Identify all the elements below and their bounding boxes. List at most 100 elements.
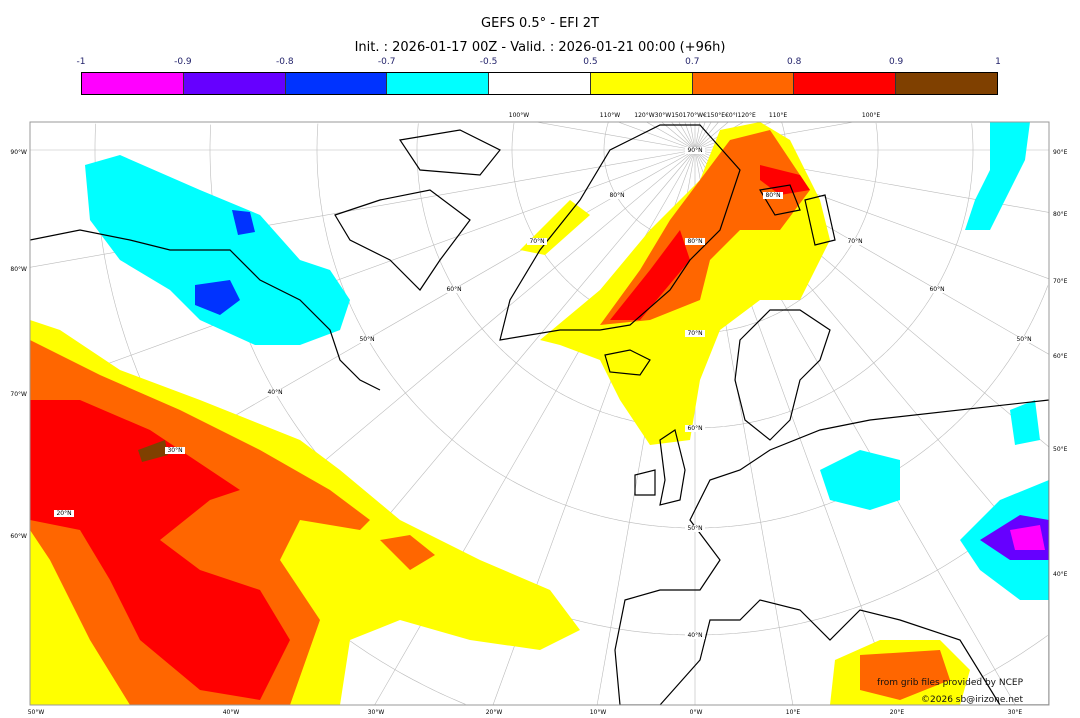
label-background [685, 525, 705, 532]
graticule-label: 100°W [509, 112, 529, 119]
label-background [265, 389, 285, 396]
graticule-label: 60°E [1053, 353, 1068, 360]
meridian-line [694, 122, 729, 151]
graticule-label: 60°N [446, 286, 461, 293]
graticule-label: 90°W [10, 149, 27, 156]
meridian-line [694, 122, 719, 151]
graticule-label: 20°E [890, 709, 905, 716]
britain-coast [659, 429, 686, 506]
baffin-island-coast [334, 189, 471, 291]
graticule-label: 80°N [609, 192, 624, 199]
label-background [845, 238, 865, 245]
graticule-label: 100°E [862, 112, 880, 119]
graticule-label: 50°N [359, 336, 374, 343]
label-background [685, 147, 705, 154]
graticule-label: 80°E [1053, 211, 1068, 218]
graticule-label: 50°W [28, 709, 45, 716]
graticule-label: 0°W [690, 709, 703, 716]
graticule-label: 40°N [687, 632, 702, 639]
colorbar-tick: 0.9 [888, 57, 904, 67]
meridian-line [646, 122, 696, 151]
meridian-line [694, 122, 701, 151]
label-background [763, 192, 783, 199]
meridian-line [30, 149, 696, 393]
blue-region-canada-2 [232, 210, 255, 235]
novaya-zemlya-coast [804, 194, 836, 246]
map-title: GEFS 0.5° - EFI 2T [481, 16, 599, 31]
graticule-label: 60°W [10, 533, 27, 540]
colorbar-tick: -0.5 [479, 57, 498, 67]
arctic-island-coast [398, 129, 501, 176]
graticule-label: 120°W30°W150170°W€150°E€0°I120°E [634, 112, 756, 119]
graticule-label: 70°N [529, 238, 544, 245]
credit-source: from grib files provided by NCEP [877, 678, 1024, 688]
cyan-region-ne [965, 122, 1030, 230]
north-america-coast [30, 229, 381, 391]
label-background [527, 238, 547, 245]
graticule-label: 50°N [1016, 336, 1031, 343]
cyan-region-europe [820, 450, 900, 510]
colorbar-tick: -0.7 [377, 57, 396, 67]
greenland-coast [499, 124, 741, 341]
label-background [685, 238, 705, 245]
label-background [357, 336, 377, 343]
colorbar-tick: 0.7 [685, 57, 700, 67]
graticule-label: 30°W [368, 709, 385, 716]
label-background [685, 632, 705, 639]
red-region-greenland [610, 230, 690, 320]
orange-region-turkey [860, 650, 950, 700]
meridian-line [689, 122, 696, 151]
label-background [927, 286, 947, 293]
graticule-label: 70°N [847, 238, 862, 245]
meridian-line [678, 122, 696, 151]
colorbar-tick: 1 [995, 57, 1001, 67]
graticule-label: 90°E [1053, 149, 1068, 156]
colorbar-tick: -0.9 [174, 57, 192, 67]
coastlines [30, 124, 1049, 705]
label-background [607, 192, 627, 199]
meridian-line [536, 122, 696, 151]
blue-region-canada [195, 280, 240, 315]
colorbar-bin [794, 73, 897, 94]
colorbar-bin [896, 73, 998, 94]
magenta-region-east [1010, 525, 1045, 550]
graticule-label: 40°E [1053, 571, 1068, 578]
graticule-label: 110°E [769, 112, 787, 119]
iceland-coast [604, 349, 651, 376]
label-background [1014, 336, 1034, 343]
meridian-line [694, 122, 706, 151]
meridian-line [661, 122, 696, 151]
label-background [54, 510, 74, 517]
orange-region-atlantic-2 [380, 535, 435, 570]
graticule-label: 10°W [590, 709, 607, 716]
colorbar [81, 72, 998, 95]
graticule-label: 50°N [687, 525, 702, 532]
colorbar-bin [489, 73, 591, 94]
europe-coast [614, 399, 1049, 705]
graticule-label: 20°N [56, 510, 71, 517]
meridian-line [694, 122, 712, 151]
graticule-label: 50°E [1053, 446, 1068, 453]
scandinavia-coast [734, 309, 831, 441]
graticule-label: 70°W [10, 391, 27, 398]
graticule-labels: 90°W 80°W 70°W 60°W 90°E 80°E 70°E 60°E 50°E 40°E… [10, 112, 1067, 716]
graticule-label: 40°N [267, 389, 282, 396]
graticule-label: 90°N [687, 147, 702, 154]
colorbar-bin [692, 73, 795, 94]
graticule-label: 70°N [687, 330, 702, 337]
colorbar-bin [590, 73, 693, 94]
credit-copyright: ©2026 sb@irizone.net [921, 695, 1023, 705]
graticule-label: 30°N [167, 447, 182, 454]
meridian-line [617, 122, 696, 151]
graticule-label: 80°W [10, 266, 27, 273]
graticule-label: 80°N [765, 192, 780, 199]
colorbar-bin [387, 73, 490, 94]
colorbar-tick: -1 [76, 57, 86, 67]
graticule-label: 20°W [486, 709, 503, 716]
label-background [444, 286, 464, 293]
graticule-label: 40°W [223, 709, 240, 716]
graticule-label: 10°E [786, 709, 801, 716]
graticule-label: 80°N [687, 238, 702, 245]
label-background [685, 330, 705, 337]
